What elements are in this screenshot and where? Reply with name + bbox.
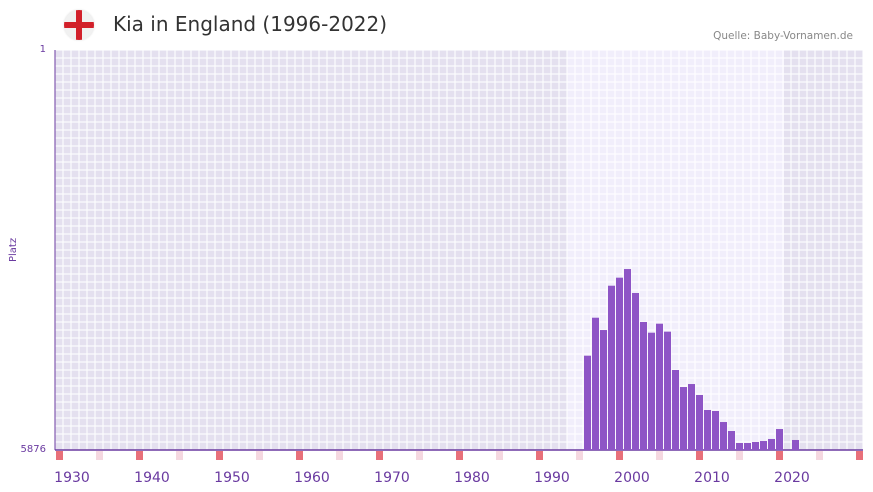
decade-marker (216, 451, 223, 460)
bar-2005 (656, 323, 663, 450)
bar-2017 (752, 441, 759, 450)
bar-1998 (600, 330, 607, 450)
x-tick-label: 1960 (294, 470, 330, 486)
decade-marker (856, 451, 863, 460)
half-decade-marker (336, 451, 343, 460)
bar-2000 (616, 277, 623, 450)
bar-2009 (688, 384, 695, 450)
decade-marker (376, 451, 383, 460)
decade-marker (536, 451, 543, 460)
y-tick-bottom: 5876 (20, 444, 46, 455)
bar-1997 (592, 317, 599, 450)
bar-2004 (648, 332, 655, 450)
half-decade-marker (256, 451, 263, 460)
half-decade-marker (656, 451, 663, 460)
england-flag-icon (64, 10, 94, 40)
bar-2022 (792, 439, 799, 450)
bar-2020 (776, 429, 783, 450)
x-tick-label: 2010 (694, 470, 730, 486)
x-tick-label: 1980 (454, 470, 490, 486)
x-tick-label: 2000 (614, 470, 650, 486)
bar-2006 (664, 331, 671, 450)
bar-2019 (768, 438, 775, 450)
decade-marker (696, 451, 703, 460)
x-tick-label: 2020 (774, 470, 810, 486)
half-decade-marker (576, 451, 583, 460)
bar-2011 (704, 409, 711, 450)
half-decade-marker (496, 451, 503, 460)
half-decade-marker (96, 451, 103, 460)
bar-2002 (632, 292, 639, 450)
bar-2012 (712, 410, 719, 450)
x-tick-label: 1930 (54, 470, 90, 486)
bar-2015 (736, 442, 743, 450)
decade-marker (616, 451, 623, 460)
decade-marker (136, 451, 143, 460)
bar-2014 (728, 431, 735, 450)
half-decade-marker (736, 451, 743, 460)
bar-2013 (720, 422, 727, 450)
bar-1999 (608, 285, 615, 450)
bar-2008 (680, 387, 687, 450)
x-tick-label: 1970 (374, 470, 410, 486)
decade-marker (776, 451, 783, 460)
decade-marker (56, 451, 63, 460)
bar-2018 (760, 441, 767, 450)
x-tick-label: 1950 (214, 470, 250, 486)
bar-2010 (696, 394, 703, 450)
x-tick-label: 1990 (534, 470, 570, 486)
decade-marker (456, 451, 463, 460)
bar-2007 (672, 370, 679, 450)
bar-2003 (640, 322, 647, 450)
chart-title: Kia in England (1996-2022) (113, 12, 388, 36)
half-decade-marker (816, 451, 823, 460)
decade-marker (296, 451, 303, 460)
bar-1996 (584, 355, 591, 450)
y-tick-top: 1 (39, 44, 46, 55)
grid (55, 50, 863, 450)
x-tick-label: 1940 (134, 470, 170, 486)
source-link[interactable]: Quelle: Baby-Vornamen.de (713, 30, 853, 42)
half-decade-marker (416, 451, 423, 460)
bar-2016 (744, 442, 751, 450)
half-decade-marker (176, 451, 183, 460)
bar-2001 (624, 269, 631, 450)
